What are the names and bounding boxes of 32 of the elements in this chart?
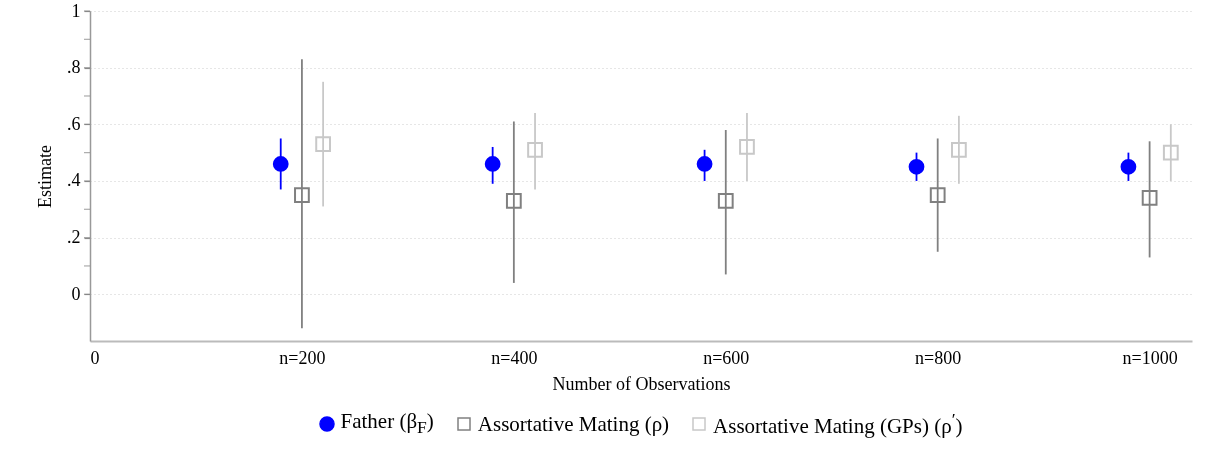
y-axis-title: Estimate [35, 145, 55, 208]
point [505, 192, 522, 209]
x-axis-title: Number of Observations [552, 373, 731, 394]
x-tick-label: n=200 [279, 347, 326, 368]
point [950, 141, 967, 158]
y-tick-label: .6 [67, 113, 81, 134]
point [717, 192, 734, 209]
y-tick-label: 1 [71, 0, 81, 21]
y-tick-label: .8 [67, 57, 81, 78]
point [527, 141, 543, 158]
point [484, 156, 501, 172]
point [929, 187, 946, 204]
legend-label: Assortative Mating (GPs) (ρ$^{′}$) [713, 409, 963, 439]
y-tick-label: .2 [67, 227, 81, 248]
point [272, 156, 289, 172]
y-tick-label: 0 [71, 283, 81, 304]
point [739, 139, 755, 155]
point [908, 158, 925, 175]
legend-label: Father (β$_{F}$) [340, 409, 434, 439]
point [315, 136, 332, 153]
point [1162, 144, 1179, 161]
point [1120, 158, 1137, 175]
point [696, 156, 713, 172]
point [294, 187, 310, 204]
y-tick-label: .4 [67, 170, 81, 191]
point [1141, 190, 1158, 206]
x-tick-label: n=1000 [1122, 347, 1178, 368]
x-tick-label: n=400 [491, 347, 538, 368]
x-tick-label: n=800 [915, 347, 962, 368]
x-tick-label: n=600 [703, 347, 750, 368]
x-tick-label: 0 [90, 347, 100, 368]
legend-label: Assortative Mating (ρ) [477, 411, 670, 437]
